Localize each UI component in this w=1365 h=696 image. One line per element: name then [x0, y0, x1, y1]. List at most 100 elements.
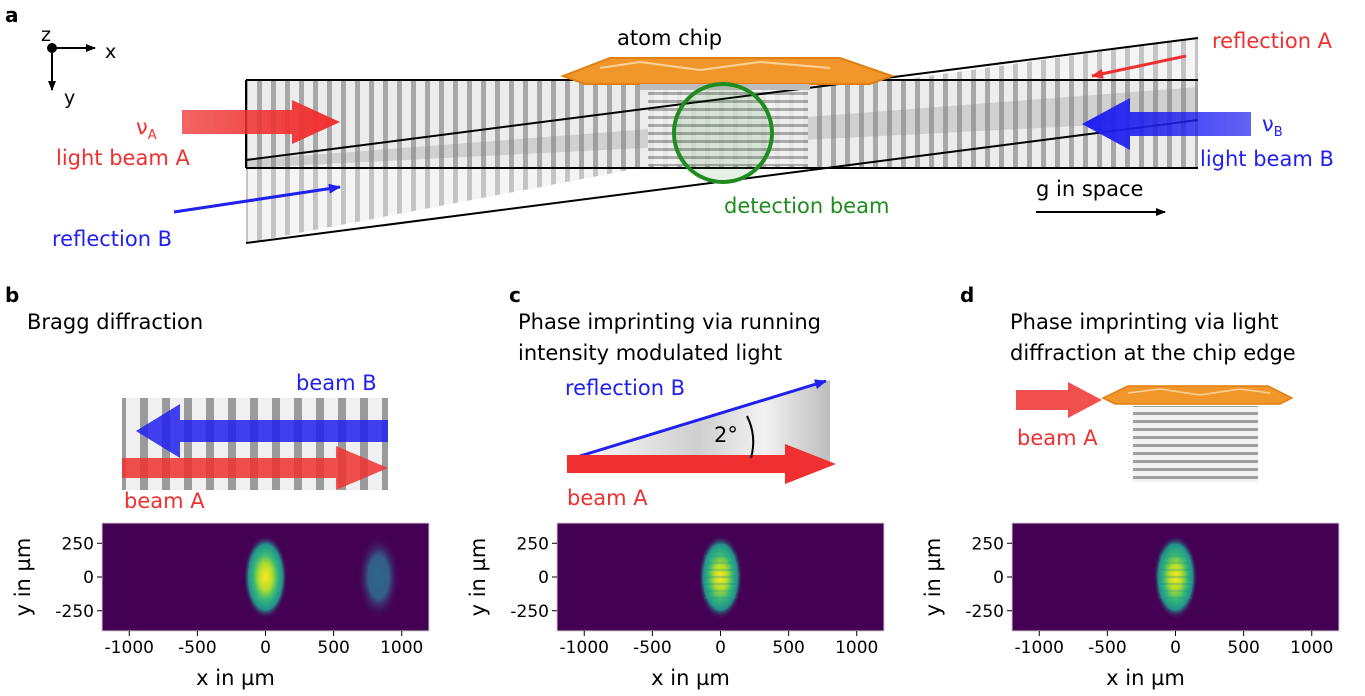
cloud-fringe: [704, 561, 737, 565]
reflection-a-label: reflection A: [1212, 29, 1333, 53]
reflection-b-arrow-c: [566, 379, 827, 462]
x-tick-label: 0: [715, 638, 726, 658]
x-axis-label: x in µm: [651, 666, 730, 690]
atom-cloud-0: [243, 535, 288, 619]
angle-label: 2°: [714, 423, 738, 447]
panel-b-title: Bragg diffraction: [27, 310, 203, 334]
heatmap-c: -1000 -500 0 500 1000 250 0 -250 x in µm y in µm: [466, 522, 885, 690]
y-tick-label: -250: [510, 602, 549, 622]
detection-beam-circle: [672, 82, 774, 184]
angle-arc: [746, 415, 755, 459]
panel-d-title-line1: Phase imprinting via light: [1010, 310, 1279, 334]
y-axis-label: y: [64, 87, 75, 109]
cloud-fringe: [1159, 582, 1192, 586]
cloud-fringe: [704, 589, 737, 593]
x-tick-label: -500: [633, 638, 672, 658]
beam-a-arrow-c: [567, 444, 836, 484]
y-tick-label: 250: [972, 534, 1004, 554]
panel-b: b Bragg diffraction beam B beam A: [5, 283, 388, 513]
beam-a-arrow-d: [1016, 382, 1102, 418]
panel-d-title-line2: diffraction at the chip edge: [1010, 341, 1296, 365]
x-tick-label: 1000: [380, 638, 423, 658]
panel-c-title-line2: intensity modulated light: [518, 341, 782, 365]
light-beam-a-arrow: [182, 100, 340, 144]
panel-c-title-line1: Phase imprinting via running: [518, 310, 821, 334]
reflection-a-arrow: [1091, 54, 1187, 79]
atom-chip: atom chip: [560, 26, 895, 90]
y-axis-label: y in µm: [466, 538, 490, 617]
x-tick-label: 0: [260, 638, 271, 658]
y-tick-label: 0: [83, 568, 94, 588]
heatmap-d: -1000 -500 0 500 1000 250 0 -250 x in µm y in µm: [921, 522, 1340, 690]
cloud-fringe: [704, 575, 737, 579]
panel-a: a z x y: [5, 3, 1334, 251]
detection-beam-label: detection beam: [724, 194, 889, 218]
cloud-fringe: [704, 596, 737, 600]
atom-chip-d: [1101, 385, 1294, 405]
nu-a-symbol: νA: [136, 115, 157, 143]
x-axis-label: x: [105, 41, 116, 63]
heatmap-b: -1000 -500 0 500 1000 250 0 -250 x in µm y in µm: [11, 522, 430, 690]
heatmap-clouds: [243, 535, 400, 619]
cloud-fringe: [1159, 575, 1192, 579]
x-tick-label: -1000: [1015, 638, 1064, 658]
x-tick-label: -1000: [105, 638, 154, 658]
atom-cloud-0: [1153, 535, 1198, 619]
gravity-label: g in space: [1036, 177, 1143, 201]
beam-a-label: beam A: [124, 489, 205, 513]
heatmap-clouds: [698, 535, 743, 619]
light-beam-b-arrow: [1082, 98, 1251, 150]
x-axis-label: x in µm: [196, 666, 275, 690]
panel-d-label: d: [960, 283, 974, 307]
heatmap-clouds: [1153, 535, 1198, 619]
panel-c: c Phase imprinting via running intensity…: [509, 283, 836, 510]
light-beam-a-label: light beam A: [56, 146, 190, 170]
y-tick-label: 0: [538, 568, 549, 588]
reflection-b-label: reflection B: [52, 227, 172, 251]
y-tick-label: -250: [55, 602, 94, 622]
y-axis-label: y in µm: [921, 538, 945, 617]
x-tick-label: -500: [178, 638, 217, 658]
panel-d: d Phase imprinting via light diffraction…: [960, 283, 1296, 482]
x-tick-label: -500: [1088, 638, 1127, 658]
y-tick-label: 0: [993, 568, 1004, 588]
panel-c-label: c: [509, 283, 521, 307]
y-axis-label: y in µm: [11, 538, 35, 617]
chip-edge-diffraction: [1133, 406, 1258, 482]
cloud-fringe: [704, 554, 737, 558]
beam-a-label-d: beam A: [1017, 426, 1098, 450]
panel-b-label: b: [5, 283, 19, 307]
beam-b-arrow: [136, 404, 388, 458]
cloud-fringe: [704, 568, 737, 572]
x-axis-label: x in µm: [1106, 666, 1185, 690]
atom-cloud-1: [357, 535, 400, 619]
atom-chip-label: atom chip: [617, 26, 722, 50]
reflection-wedge-lower: [246, 168, 640, 243]
x-tick-label: 1000: [835, 638, 878, 658]
cloud-fringe: [1159, 589, 1192, 593]
beam-a-arrow: [122, 446, 388, 490]
nu-b-symbol: νB: [1262, 112, 1283, 140]
cloud-fringe: [704, 582, 737, 586]
x-tick-label: 500: [317, 638, 349, 658]
cloud-fringe: [1159, 568, 1192, 572]
x-tick-label: 500: [772, 638, 804, 658]
coordinate-axes: z x y: [41, 24, 116, 109]
y-tick-label: 250: [62, 534, 94, 554]
cloud-fringe: [1159, 561, 1192, 565]
light-beam-b-label: light beam B: [1200, 147, 1334, 171]
atom-cloud-0: [698, 535, 743, 619]
x-tick-label: 500: [1227, 638, 1259, 658]
x-tick-label: 0: [1170, 638, 1181, 658]
reflection-b-arrow: [173, 183, 341, 214]
x-tick-label: -1000: [560, 638, 609, 658]
panel-a-label: a: [5, 3, 19, 27]
y-tick-label: -250: [965, 602, 1004, 622]
cloud-fringe: [1159, 596, 1192, 600]
beam-a-label-c: beam A: [567, 486, 648, 510]
y-tick-label: 250: [517, 534, 549, 554]
cloud-fringe: [1159, 554, 1192, 558]
x-tick-label: 1000: [1290, 638, 1333, 658]
